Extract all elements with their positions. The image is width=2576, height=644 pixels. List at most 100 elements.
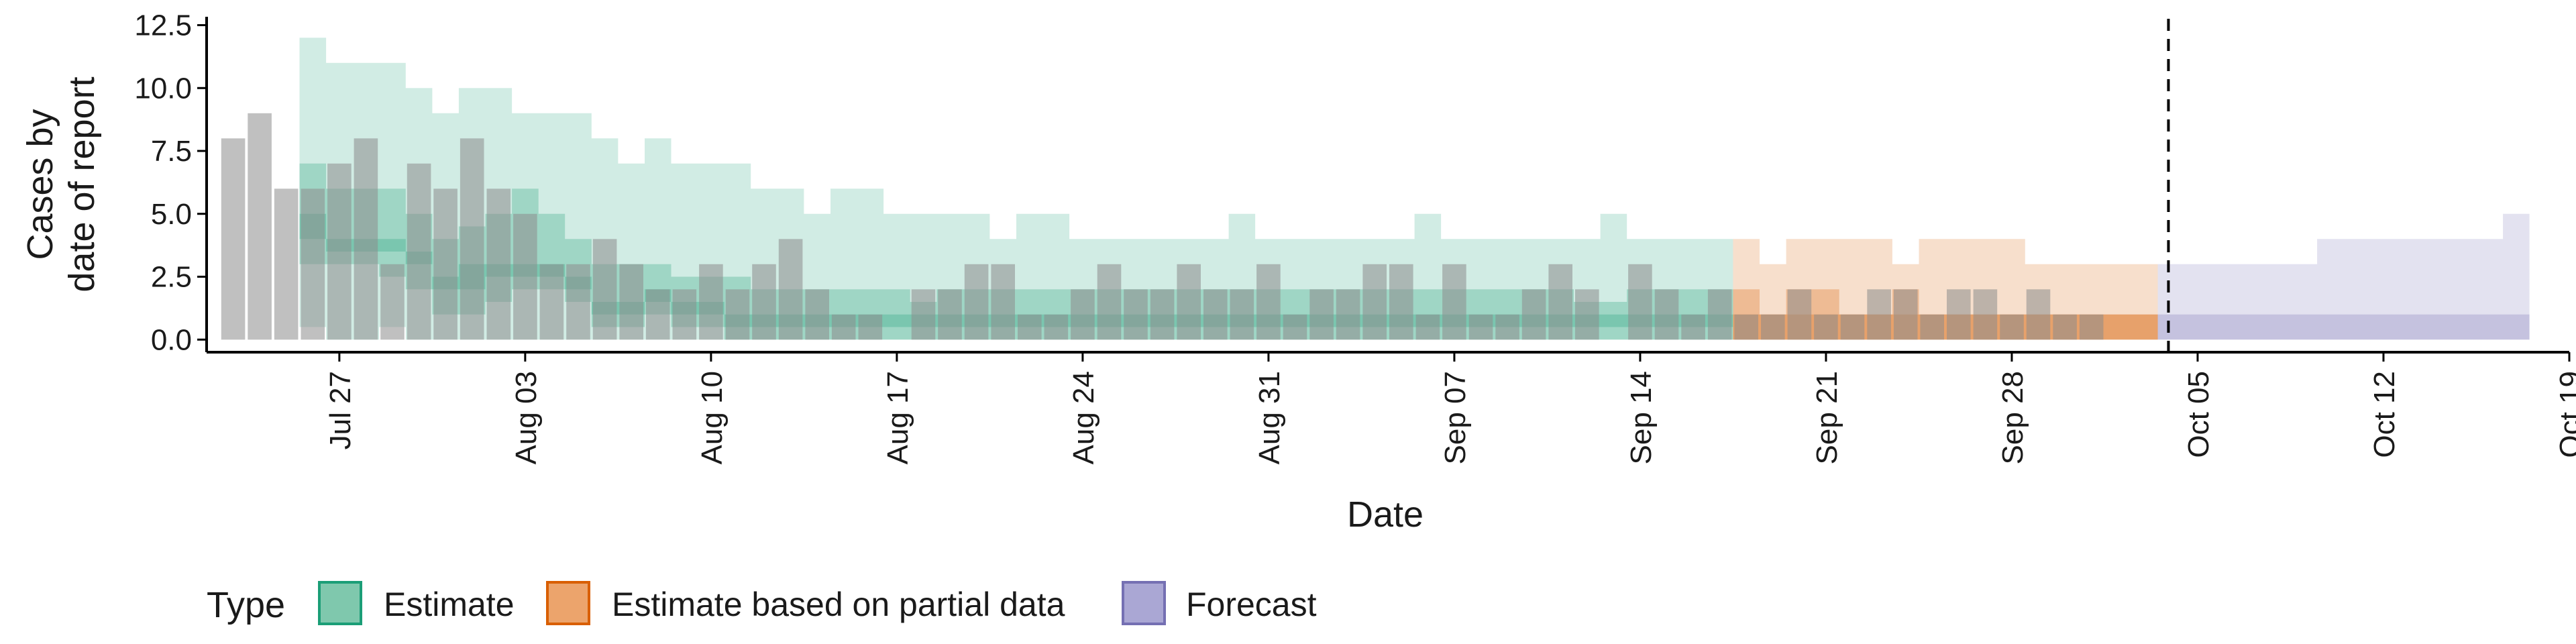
legend-key-estimate <box>318 581 362 625</box>
bar-day-55 <box>1681 314 1705 340</box>
bar-day-14 <box>592 239 617 340</box>
bar-day-67 <box>2000 314 2024 340</box>
y-axis-title-line-2: date of report <box>62 76 102 292</box>
bar-day-34 <box>1124 289 1148 340</box>
band-forecast-50 <box>2157 314 2530 340</box>
bar-day-35 <box>1150 289 1175 340</box>
legend-label-partial: Estimate based on partial data <box>612 586 1065 623</box>
bar-day-7 <box>407 163 431 340</box>
x-tick-label-2: Aug 10 <box>696 371 729 464</box>
y-tick-label-3: 7.5 <box>151 135 192 168</box>
x-tick-label-6: Sep 07 <box>1439 371 1472 464</box>
x-tick-label-4: Aug 24 <box>1067 371 1100 464</box>
y-tick-label-2: 5.0 <box>151 198 192 231</box>
x-tick-label-1: Aug 03 <box>510 371 543 464</box>
legend-label-forecast: Forecast <box>1186 586 1317 623</box>
bar-day-43 <box>1362 264 1387 340</box>
x-tick-label-3: Aug 17 <box>881 371 914 464</box>
ticks-layer: 0.0 2.5 5.0 7.5 10.0 12.5 Jul 27 Aug 03 Aug 10 Au… <box>134 9 2576 465</box>
bar-day-63 <box>1893 289 1918 340</box>
bar-day-31 <box>1044 314 1069 340</box>
y-tick-label-4: 10.0 <box>134 72 192 105</box>
bar-day-50 <box>1548 264 1572 340</box>
bar-day-23 <box>831 314 856 340</box>
bar-day-6 <box>380 264 405 340</box>
axes-layer <box>205 17 2569 354</box>
x-tick-label-0: Jul 27 <box>324 371 357 449</box>
bar-day-15 <box>619 264 643 340</box>
x-tick-label-5: Aug 31 <box>1253 371 1286 464</box>
bar-day-69 <box>2053 314 2077 340</box>
bar-day-44 <box>1389 264 1413 340</box>
bar-day-19 <box>725 289 750 340</box>
x-tick-label-7: Sep 14 <box>1625 371 1658 464</box>
y-axis-title-line-1: Cases by <box>20 109 60 260</box>
bar-day-66 <box>1973 289 1998 340</box>
bar-day-58 <box>1761 314 1785 340</box>
bar-day-53 <box>1628 264 1652 340</box>
bar-day-56 <box>1707 289 1732 340</box>
bar-day-62 <box>1867 289 1891 340</box>
bar-day-68 <box>2026 289 2051 340</box>
band-estimate-based-on-partial-data-90 <box>1733 239 2158 340</box>
x-tick-label-12: Oct 19 <box>2554 371 2576 458</box>
y-tick-label-5: 12.5 <box>134 9 192 42</box>
bar-day-60 <box>1814 314 1838 340</box>
y-tick-label-1: 2.5 <box>151 261 192 294</box>
bar-day-48 <box>1495 314 1519 340</box>
bar-day-38 <box>1230 289 1254 340</box>
bar-day-13 <box>566 264 590 340</box>
bar-day-42 <box>1336 289 1360 340</box>
bar-day-4 <box>327 163 352 340</box>
x-tick-label-8: Sep 21 <box>1811 371 1843 464</box>
bar-day-24 <box>858 314 883 340</box>
x-tick-label-10: Oct 05 <box>2182 371 2215 458</box>
bar-day-33 <box>1097 264 1122 340</box>
bar-day-49 <box>1521 289 1546 340</box>
bar-day-37 <box>1203 289 1228 340</box>
bar-day-30 <box>1018 314 1042 340</box>
bar-day-45 <box>1415 314 1440 340</box>
bar-day-39 <box>1256 264 1281 340</box>
bar-day-8 <box>433 189 458 340</box>
bar-day-9 <box>460 138 484 340</box>
bar-day-41 <box>1309 289 1334 340</box>
bar-day-29 <box>991 264 1015 340</box>
bar-day-22 <box>805 289 829 340</box>
legend-key-forecast <box>1122 581 1166 625</box>
band-estimate-based-on-partial-data-20 <box>1733 314 2158 340</box>
bar-day-61 <box>1840 314 1865 340</box>
bar-day-10 <box>486 189 511 340</box>
bar-day-64 <box>1920 314 1944 340</box>
bar-day-26 <box>911 289 936 340</box>
bar-day-40 <box>1283 314 1307 340</box>
bar-day-11 <box>513 213 537 340</box>
bar-day-17 <box>672 289 697 340</box>
bar-day-5 <box>354 138 378 340</box>
x-tick-label-11: Oct 12 <box>2368 371 2401 458</box>
x-tick-label-9: Sep 28 <box>1996 371 2029 464</box>
bar-day-12 <box>539 264 564 340</box>
bar-day-27 <box>938 289 962 340</box>
bar-day-21 <box>778 239 803 340</box>
bar-day-3 <box>301 189 325 340</box>
legend-key-partial <box>546 581 590 625</box>
bar-day-1 <box>248 113 272 340</box>
bar-day-59 <box>1787 289 1812 340</box>
legend-title: Type <box>207 585 285 625</box>
legend: Type Estimate Estimate based on partial … <box>207 581 1317 625</box>
bar-day-18 <box>699 264 723 340</box>
bar-day-65 <box>1947 289 1971 340</box>
bar-day-54 <box>1654 289 1679 340</box>
x-axis-title: Date <box>1347 494 1424 535</box>
bar-day-57 <box>1734 314 1758 340</box>
y-tick-label-0: 0.0 <box>151 323 192 356</box>
bar-day-16 <box>645 289 670 340</box>
bar-day-20 <box>752 264 776 340</box>
bar-day-70 <box>2079 314 2104 340</box>
bar-day-32 <box>1071 289 1095 340</box>
band-estimate-based-on-partial-data-50 <box>1733 289 2158 340</box>
legend-label-estimate: Estimate <box>384 586 515 623</box>
bars-layer <box>221 113 2104 340</box>
